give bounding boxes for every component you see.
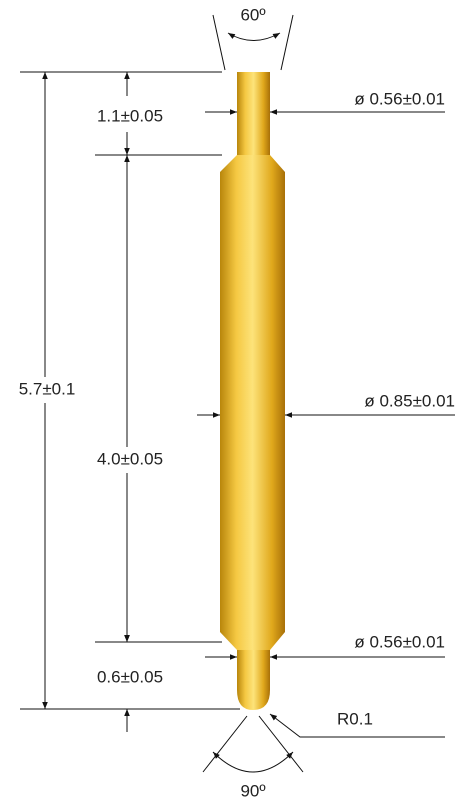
- pin: [220, 72, 285, 710]
- tip-radius: R0.1: [337, 709, 373, 728]
- bottom-diameter: ø 0.56±0.01: [354, 632, 445, 651]
- pin-drawing: 60º 1.1±0.05 ø 0.56±0.01 5.7±0.1 ø 0.85±…: [0, 0, 457, 805]
- page: {"drawing":{"top_angle":"60º","tip_lengt…: [0, 0, 457, 805]
- tip-diameter: ø 0.56±0.01: [354, 89, 445, 108]
- bottom-length: 0.6±0.05: [97, 667, 163, 686]
- top-angle: 60º: [240, 5, 265, 24]
- tip-length: 1.1±0.05: [97, 106, 163, 125]
- body-length: 4.0±0.05: [97, 449, 163, 468]
- body-diameter: ø 0.85±0.01: [364, 391, 455, 410]
- bottom-angle: 90º: [240, 781, 265, 800]
- total-length: 5.7±0.1: [19, 379, 76, 398]
